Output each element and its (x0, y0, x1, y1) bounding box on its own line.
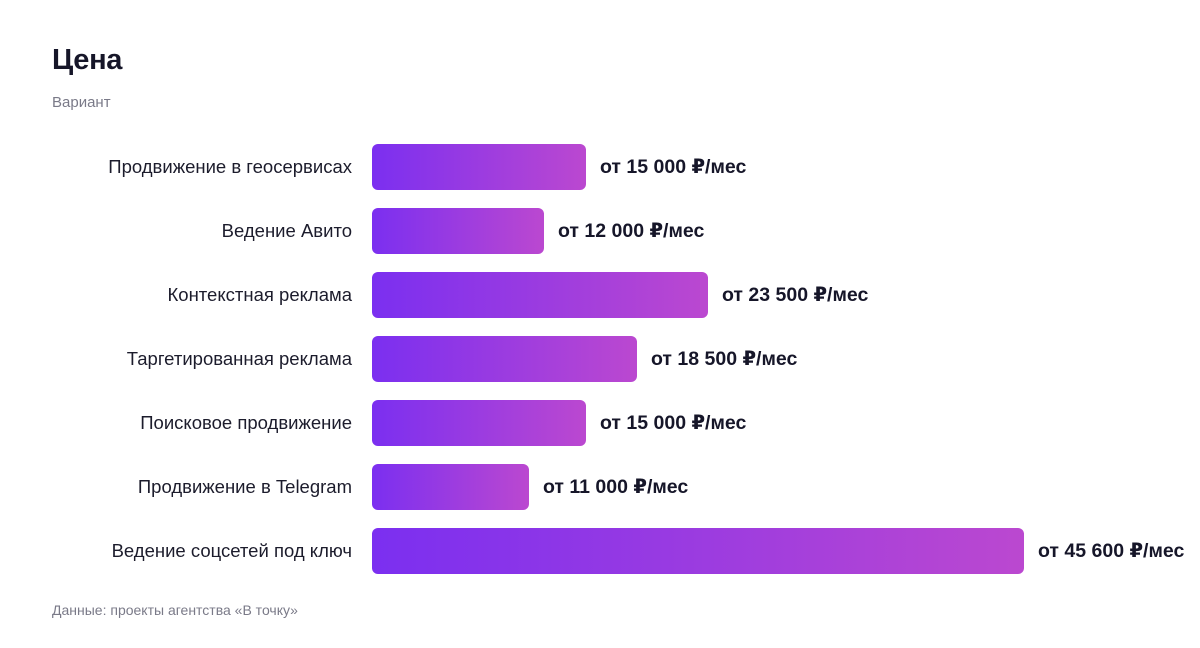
bar-row: Продвижение в геосервисах от 15 000 ₽/мес (0, 144, 1200, 190)
bar (372, 336, 637, 382)
value-label: от 45 600 ₽/мес (1038, 540, 1185, 562)
bar (372, 528, 1024, 574)
bar (372, 144, 586, 190)
bar-row: Таргетированная реклама от 18 500 ₽/мес (0, 336, 1200, 382)
category-label: Таргетированная реклама (126, 348, 352, 369)
bar-row: Поисковое продвижение от 15 000 ₽/мес (0, 400, 1200, 446)
bar-row: Ведение соцсетей под ключ от 45 600 ₽/мес (0, 528, 1200, 574)
value-label: от 23 500 ₽/мес (722, 284, 869, 306)
value-label: от 11 000 ₽/мес (543, 476, 689, 498)
bar-row: Продвижение в Telegram от 11 000 ₽/мес (0, 464, 1200, 510)
category-label: Поисковое продвижение (140, 412, 352, 433)
category-label: Контекстная реклама (167, 284, 353, 305)
value-label: от 15 000 ₽/мес (600, 156, 747, 178)
value-label: от 15 000 ₽/мес (600, 412, 747, 434)
bar-row: Ведение Авито от 12 000 ₽/мес (0, 208, 1200, 254)
category-label: Ведение Авито (221, 220, 352, 241)
bar (372, 464, 529, 510)
value-label: от 18 500 ₽/мес (651, 348, 798, 370)
bar-row: Контекстная реклама от 23 500 ₽/мес (0, 272, 1200, 318)
data-source-note: Данные: проекты агентства «В точку» (52, 602, 298, 618)
category-label: Продвижение в Telegram (137, 476, 352, 497)
chart-title: Цена (52, 44, 123, 76)
category-label: Продвижение в геосервисах (108, 156, 352, 177)
bar (372, 400, 586, 446)
value-label: от 12 000 ₽/мес (558, 220, 705, 242)
chart-subtitle: Вариант (52, 94, 111, 111)
bar (372, 208, 544, 254)
category-label: Ведение соцсетей под ключ (111, 540, 352, 561)
bar (372, 272, 708, 318)
